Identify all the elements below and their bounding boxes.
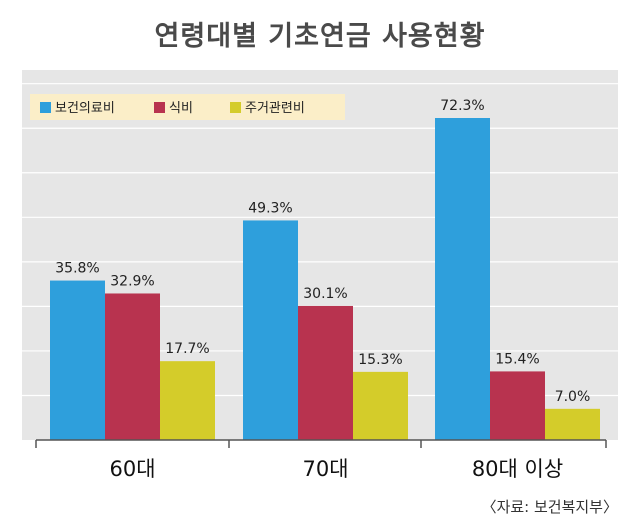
chart-title: 연령대별 기초연금 사용현황 [154, 21, 486, 52]
bar [243, 220, 298, 440]
data-labels: 35.8% 32.9% 17.7% 49.3% 30.1% 15.3% 72.3% 15.4%… [55, 98, 590, 405]
data-label: 72.3% [440, 98, 484, 114]
bar [545, 408, 600, 440]
bar [160, 361, 215, 440]
legend-box [30, 94, 345, 120]
legend-swatch [230, 102, 241, 113]
bar [435, 118, 490, 440]
legend-label: 주거관련비 [245, 101, 305, 116]
legend-swatch [154, 102, 165, 113]
data-label: 35.8% [55, 261, 99, 277]
data-label: 15.3% [358, 352, 402, 368]
x-tick-label: 60대 [109, 457, 155, 481]
x-tick-label: 70대 [302, 457, 348, 481]
bar [105, 293, 160, 440]
bar [298, 305, 353, 440]
data-label: 49.3% [248, 200, 292, 216]
x-tick-label: 80대 이상 [472, 457, 563, 481]
legend-label: 식비 [169, 101, 193, 116]
bar [50, 280, 105, 440]
data-label: 30.1% [303, 286, 347, 302]
bar [353, 371, 408, 440]
data-label: 15.4% [495, 351, 539, 367]
bars [50, 118, 600, 440]
legend-label: 보건의료비 [55, 101, 115, 116]
source-note: 〈자료: 보건복지부〉 [481, 498, 618, 516]
legend-swatch [40, 102, 51, 113]
data-label: 17.7% [165, 341, 209, 357]
legend: 보건의료비 식비 주거관련비 [30, 94, 345, 120]
data-label: 32.9% [110, 273, 154, 289]
bar [490, 371, 545, 440]
data-label: 7.0% [555, 389, 591, 405]
x-axis: 60대 70대 80대 이상 [35, 439, 607, 481]
